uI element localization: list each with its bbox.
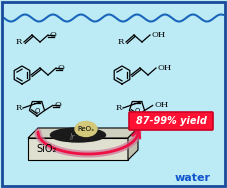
Text: O: O: [34, 108, 40, 114]
Text: water: water: [175, 173, 211, 183]
Text: OH: OH: [158, 64, 172, 72]
Text: R: R: [16, 38, 22, 46]
Text: R: R: [118, 38, 124, 46]
Text: OH: OH: [152, 31, 166, 39]
Text: SiO₂: SiO₂: [36, 144, 56, 154]
Text: O: O: [55, 102, 62, 109]
Text: O: O: [50, 31, 57, 39]
Polygon shape: [28, 128, 138, 138]
Text: Ir: Ir: [69, 133, 75, 142]
Text: R: R: [116, 104, 122, 112]
Text: O: O: [58, 64, 65, 72]
Text: R: R: [16, 104, 22, 112]
Text: 87-99% yield: 87-99% yield: [136, 116, 206, 126]
Text: O: O: [134, 108, 140, 114]
Ellipse shape: [75, 121, 97, 136]
FancyBboxPatch shape: [129, 112, 213, 130]
Polygon shape: [128, 128, 138, 160]
Text: OH: OH: [155, 102, 169, 109]
Ellipse shape: [50, 128, 106, 142]
Text: ReOₓ: ReOₓ: [77, 126, 95, 132]
Polygon shape: [28, 138, 128, 160]
